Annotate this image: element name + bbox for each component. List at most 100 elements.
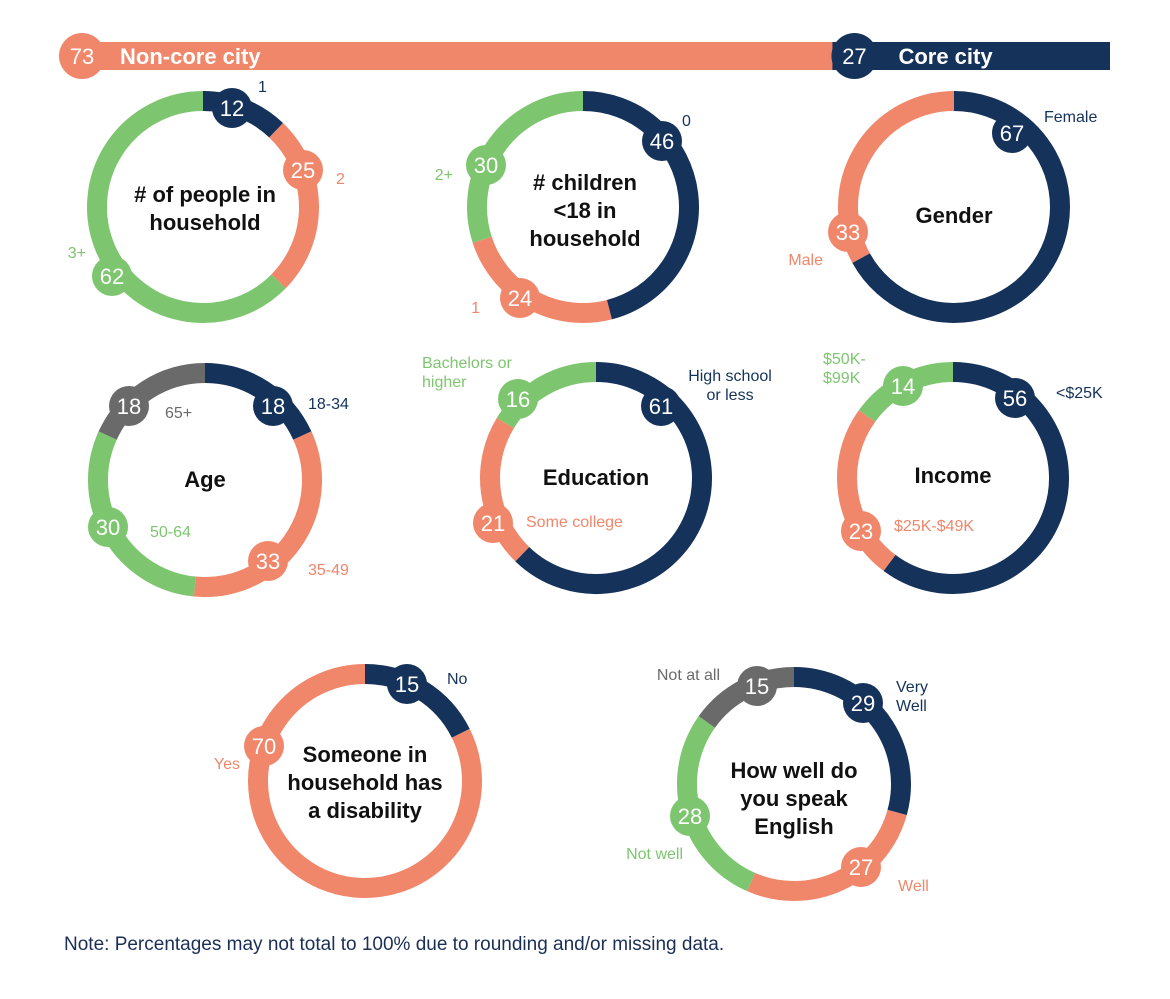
chart-title-line: # children xyxy=(533,170,637,195)
value-badge-50k-99k xyxy=(883,366,923,406)
core-bar-segment xyxy=(832,42,1110,70)
category-label-35-49: 35-49 xyxy=(308,562,349,579)
chart-title-line: How well do xyxy=(730,758,857,783)
category-label-65: 65+ xyxy=(165,405,192,422)
category-label-50-64: 50-64 xyxy=(150,524,191,541)
chart-title-line: Income xyxy=(914,463,991,488)
donut-children-18-in-household: 46 0 24 1 30 2+ # children <18 in household xyxy=(435,91,699,323)
core-label: Core city xyxy=(898,44,993,69)
value-badge-50-64 xyxy=(88,507,128,547)
value-label-3: 62 xyxy=(100,264,124,289)
value-badge-very-well xyxy=(843,683,883,723)
value-badge-3 xyxy=(92,256,132,296)
donut-arc-3 xyxy=(87,91,286,323)
value-badge-some-college xyxy=(473,503,513,543)
value-badge-not-well xyxy=(670,796,710,836)
value-badge-18-34 xyxy=(253,386,293,426)
core-split-bar: 73 Non-core city 27 Core city xyxy=(59,33,1110,79)
donut-gender: 67 Female 33 Male Gender xyxy=(788,91,1097,323)
value-badge-25k-49k xyxy=(841,511,881,551)
chart-title-line: # of people in xyxy=(134,182,276,207)
value-label-1: 12 xyxy=(220,96,244,121)
footnote: Note: Percentages may not total to 100% … xyxy=(64,934,725,955)
donut-how-well-do-you-speak-english: 29 Very Well 27 Well 28 Not well 15 Not at all Ho… xyxy=(626,666,929,901)
donut-arc-well xyxy=(747,809,907,901)
category-label-18-34: 18-34 xyxy=(308,396,349,413)
chart-title-line: Gender xyxy=(915,203,992,228)
chart-title-line: <18 in xyxy=(554,198,617,223)
core-value-badge xyxy=(831,33,878,79)
category-label-25k: <$25K xyxy=(1056,385,1103,402)
value-label-2: 30 xyxy=(474,153,498,178)
noncore-bar-segment xyxy=(82,42,853,70)
value-badge-no xyxy=(387,664,427,704)
value-label-2: 25 xyxy=(291,158,315,183)
value-badge-not-at-all xyxy=(737,666,777,706)
category-label-not-well: Not well xyxy=(626,846,683,863)
value-label-50k-99k: 14 xyxy=(891,374,915,399)
donut-education: 61 High school or less 21 Some college 16Bach… xyxy=(422,355,772,594)
donut-arc-2 xyxy=(269,123,319,289)
value-badge-1 xyxy=(212,88,252,128)
category-label-high-school-or-less: High school or less xyxy=(688,368,772,404)
chart-title-line: Age xyxy=(184,467,226,492)
value-badge-1 xyxy=(500,278,540,318)
category-label-yes: Yes xyxy=(214,756,240,773)
value-label-0: 46 xyxy=(650,129,674,154)
value-badge-yes xyxy=(244,726,284,766)
value-badge-65 xyxy=(109,386,149,426)
value-label-25k-49k: 23 xyxy=(849,519,873,544)
chart-title-line: household xyxy=(529,226,640,251)
category-label-2: 2 xyxy=(336,171,345,188)
category-label-bachelors-or-higher: Bachelors or higher xyxy=(422,355,512,391)
value-label-very-well: 29 xyxy=(851,691,875,716)
value-label-bachelors-or-higher: 16 xyxy=(506,387,530,412)
category-label-1: 1 xyxy=(471,300,480,317)
value-badge-25k xyxy=(995,378,1035,418)
category-label-3: 3+ xyxy=(68,245,86,262)
donut-arc-35-49 xyxy=(193,431,322,597)
donut-of-people-in-household: 12 1 25 2 62 3+ # of people in household xyxy=(68,79,345,323)
category-label-no: No xyxy=(447,671,468,688)
chart-title-line: you speak xyxy=(740,786,848,811)
donut-age: 18 18-34 33 35-49 30 50-64 18 65+ Age xyxy=(88,363,349,597)
value-label-not-at-all: 15 xyxy=(745,674,769,699)
chart-title-line: Education xyxy=(543,465,649,490)
donut-arc-yes xyxy=(248,664,482,898)
value-badge-bachelors-or-higher xyxy=(498,379,538,419)
donut-arc-65 xyxy=(98,363,206,440)
value-label-female: 67 xyxy=(1000,121,1024,146)
value-label-male: 33 xyxy=(836,220,860,245)
value-badge-high-school-or-less xyxy=(641,386,681,426)
value-label-not-well: 28 xyxy=(678,804,702,829)
value-label-yes: 70 xyxy=(252,734,276,759)
value-badge-2 xyxy=(283,150,323,190)
value-label-1: 24 xyxy=(508,286,532,311)
chart-title-line: household has xyxy=(287,770,442,795)
value-badge-well xyxy=(841,847,881,887)
chart-title-line: English xyxy=(754,814,833,839)
noncore-label: Non-core city xyxy=(120,44,261,69)
value-label-high-school-or-less: 61 xyxy=(649,394,673,419)
value-label-35-49: 33 xyxy=(256,549,280,574)
value-badge-2 xyxy=(466,145,506,185)
value-badge-female xyxy=(992,113,1032,153)
donut-arc-25k-49k xyxy=(837,410,896,571)
category-label-50k-99k: $50K-$99K xyxy=(823,351,866,387)
chart-title-line: household xyxy=(149,210,260,235)
donut-income: 56 <$25K 23 $25K-$49K 14 $50K-$99K Income xyxy=(823,351,1103,594)
donut-someone-in-household-has-a-disability: 15 No 70 Yes Someone in household has a disabi… xyxy=(214,664,482,898)
value-badge-35-49 xyxy=(248,541,288,581)
category-label-very-well: Very Well xyxy=(896,679,928,715)
donut-arc-0 xyxy=(582,91,699,320)
value-badge-male xyxy=(828,212,868,252)
noncore-value-badge xyxy=(59,33,105,79)
donut-arc-some-college xyxy=(480,417,530,562)
value-label-50-64: 30 xyxy=(96,515,120,540)
value-label-no: 15 xyxy=(395,672,419,697)
value-label-65: 18 xyxy=(117,394,141,419)
category-label-not-at-all: Not at all xyxy=(657,667,720,684)
category-label-male: Male xyxy=(788,252,823,269)
